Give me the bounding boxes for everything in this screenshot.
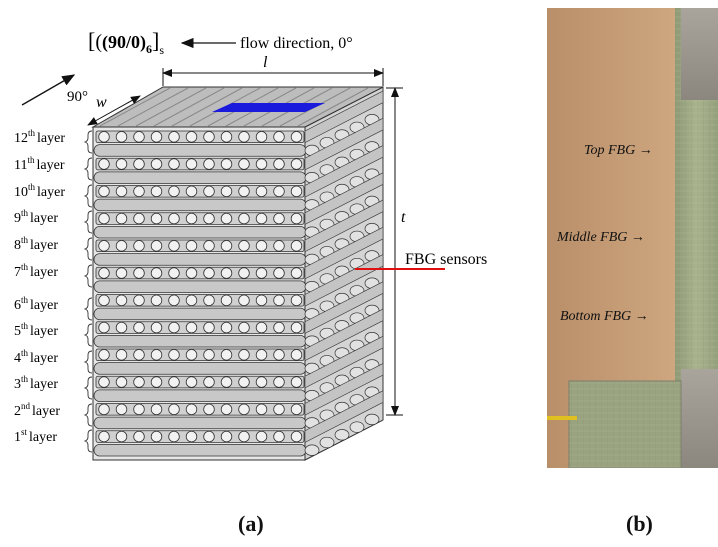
layer-label-11: 11th layer [14,155,65,173]
laminate-block [91,86,384,461]
width-label: w [96,94,107,111]
caption-a: (a) [238,511,264,536]
layer-label-5: 5th layer [14,321,58,339]
layer-label-4: 4th layer [14,348,58,366]
panel-a-schematic: [((90/0)6]s flow direction, 0° 90° w l t… [14,28,487,536]
length-dimension [162,68,384,86]
layer-label-8: 8th layer [14,235,58,253]
caption-b: (b) [626,511,653,536]
bottom-fbg-label: Bottom FBG → [560,309,649,324]
layer-rows [93,130,307,457]
laminate-schematic: [((90/0)6]s flow direction, 0° 90° w l t… [14,28,487,461]
layer-label-1: 1st layer [14,427,57,445]
layup-notation: [((90/0)6]s [88,28,164,57]
fbg-sensors-label: FBG sensors [405,251,487,268]
thickness-dimension [386,87,403,416]
layer-label-2: 2nd layer [14,401,60,419]
layer-label-6: 6th layer [14,295,58,313]
layer-labels: 12th layer 11th layer 10th layer 9th layer 8th la… [14,128,93,453]
top-grip-tab [681,8,718,100]
layer-label-10: 10th layer [14,182,65,200]
fiber-lead [547,416,577,420]
panel-b-photo: Top FBG → Middle FBG → Bottom FBG → [547,8,718,468]
specimen-photo [547,8,718,468]
middle-fbg-label: Middle FBG → [557,230,645,245]
layer-label-7: 7th layer [14,262,58,280]
flow-direction-label: flow direction, 0° [240,35,353,52]
width-dimension [87,95,141,126]
layer-label-12: 12th layer [14,128,65,146]
angle-label: 90° [67,89,88,105]
angle-arrow [21,74,76,106]
layer-label-3: 3th layer [14,374,58,392]
top-fbg-sensor [212,103,325,112]
thickness-label: t [401,209,406,226]
side-face-fibers [304,90,384,456]
top-fbg-label: Top FBG → [584,143,653,158]
layer-label-9: 9th layer [14,208,58,226]
length-label: l [263,54,268,71]
bottom-grip-tab [681,369,718,468]
